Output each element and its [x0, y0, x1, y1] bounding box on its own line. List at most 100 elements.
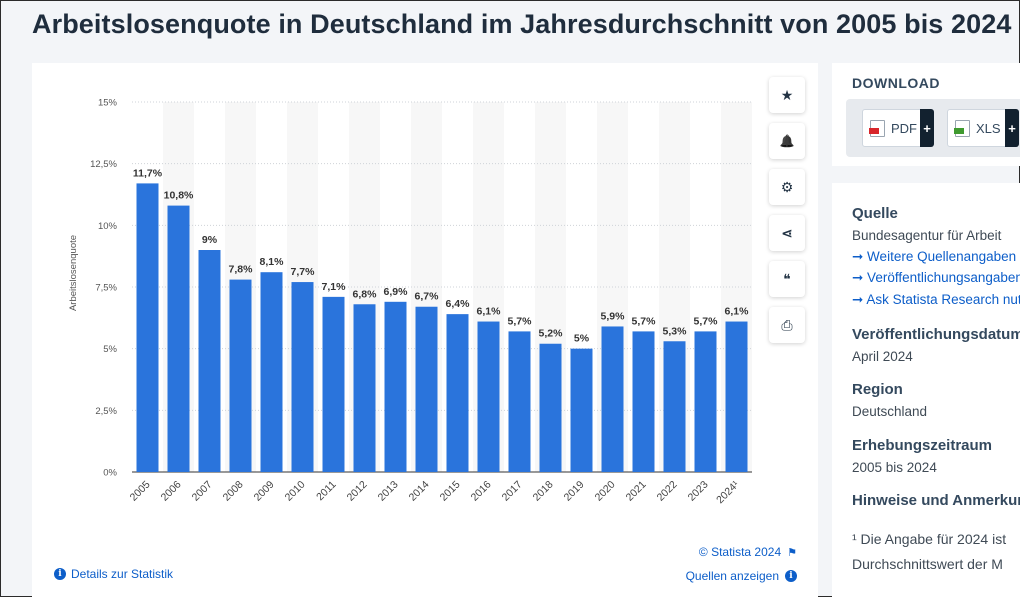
xls-download-button[interactable]: XLS +	[947, 109, 1019, 147]
statistic-info-panel: Quelle Bundesagentur für Arbeit ➞ Weiter…	[832, 183, 1020, 597]
bar-value-label: 5,7%	[508, 315, 533, 327]
bar	[322, 296, 345, 472]
chart-card: 0% 2,5% 5% 7,5% 10% 12,5% 15% Arbeitslosenquote…	[32, 63, 818, 597]
x-tick-label: 2016	[469, 479, 494, 504]
notification-button[interactable]: 🔔	[769, 123, 805, 159]
x-tick-label: 2014	[407, 479, 432, 504]
info-icon: i	[54, 568, 66, 580]
source-heading: Quelle	[852, 205, 898, 222]
y-tick-label: 7,5%	[95, 283, 117, 294]
bar-value-label: 6,7%	[415, 291, 440, 303]
bar-value-label: 5,7%	[632, 315, 657, 327]
share-button[interactable]: ⋖	[769, 215, 805, 251]
region-value: Deutschland	[852, 404, 928, 419]
bar	[384, 301, 407, 472]
y-tick-label: 0%	[103, 468, 117, 479]
bar-value-label: 7,7%	[291, 266, 316, 278]
bar-value-label: 5,3%	[663, 325, 688, 337]
bar-value-label: 6,1%	[725, 306, 750, 318]
bar-value-label: 7,8%	[229, 264, 254, 276]
period-value: 2005 bis 2024	[852, 460, 937, 475]
bar	[415, 306, 438, 472]
more-sources-link[interactable]: ➞ Weitere Quellenangaben	[852, 249, 1017, 264]
publication-info-link[interactable]: ➞ Veröffentlichungsangaben	[852, 270, 1020, 285]
bar	[198, 250, 221, 472]
bar	[136, 183, 159, 472]
cite-button[interactable]: ❝	[769, 261, 805, 297]
details-link[interactable]: i Details zur Statistik	[54, 567, 173, 581]
bar	[601, 326, 624, 472]
bar	[539, 343, 562, 472]
bar-value-label: 6,9%	[384, 286, 409, 298]
bar	[570, 348, 593, 472]
xls-label: XLS	[976, 120, 1001, 136]
bar	[353, 304, 376, 472]
star-icon: ★	[780, 86, 794, 103]
xls-file-icon	[954, 119, 970, 137]
pdf-label: PDF	[891, 120, 917, 136]
x-tick-label: 2008	[221, 479, 246, 504]
bar-chart: 0% 2,5% 5% 7,5% 10% 12,5% 15% Arbeitslosenquote…	[68, 98, 752, 506]
download-panel: DOWNLOAD PDF + XLS +	[832, 63, 1020, 166]
pdf-download-button[interactable]: PDF +	[862, 109, 934, 147]
sources-link[interactable]: Quellen anzeigen i	[686, 569, 797, 583]
x-tick-label: 2015	[438, 479, 463, 504]
details-label: Details zur Statistik	[71, 567, 174, 581]
x-tick-label: 2011	[314, 479, 339, 504]
x-tick-label: 2012	[345, 479, 370, 504]
source-value: Bundesagentur für Arbeit	[852, 228, 1002, 243]
bar-value-label: 11,7%	[133, 167, 163, 179]
bar	[632, 331, 655, 472]
period-heading: Erhebungszeitraum	[852, 437, 993, 454]
bar-value-label: 8,1%	[260, 256, 285, 268]
quote-icon: ❝	[783, 270, 791, 287]
bar-value-label: 6,1%	[477, 306, 502, 318]
bar	[663, 341, 686, 472]
x-tick-label: 2023	[686, 479, 711, 504]
x-tick-label: 2005	[128, 479, 153, 504]
flag-icon: ⚑	[787, 546, 797, 559]
region-heading: Region	[852, 381, 903, 398]
pubdate-value: April 2024	[852, 349, 913, 364]
bar	[229, 279, 252, 472]
y-axis-title: Arbeitslosenquote	[68, 235, 79, 311]
copyright-label: © Statista 2024	[698, 545, 782, 559]
bar	[446, 314, 469, 472]
y-tick-label: 15%	[98, 98, 118, 109]
copyright-link[interactable]: © Statista 2024 ⚑	[699, 545, 797, 559]
print-icon: ⎙	[781, 316, 793, 333]
print-button[interactable]: ⎙	[769, 307, 805, 343]
note-line-2: Durchschnittswert der M	[852, 556, 1003, 572]
settings-button[interactable]: ⚙	[769, 169, 805, 205]
bar	[477, 321, 500, 472]
x-tick-label: 2013	[376, 479, 401, 504]
bar-value-label: 6,8%	[353, 288, 378, 300]
bar	[694, 331, 717, 472]
x-tick-label: 2022	[655, 479, 680, 504]
ask-research-link[interactable]: ➞ Ask Statista Research nutzen	[852, 292, 1020, 307]
x-tick-label: 2009	[252, 479, 277, 504]
x-tick-label: 2017	[500, 479, 525, 504]
bar	[508, 331, 531, 472]
bar	[167, 205, 190, 472]
bar	[291, 282, 314, 472]
y-tick-label: 5%	[103, 344, 117, 355]
bar-value-label: 7,1%	[322, 281, 347, 293]
page-title: Arbeitslosenquote in Deutschland im Jahr…	[32, 9, 1012, 39]
sources-label: Quellen anzeigen	[685, 569, 779, 583]
x-tick-label: 2024¹	[714, 478, 742, 506]
pdf-plus-icon[interactable]: +	[920, 109, 934, 147]
pubdate-heading: Veröffentlichungsdatum	[852, 326, 1020, 343]
favorite-button[interactable]: ★	[769, 77, 805, 113]
gear-icon: ⚙	[780, 178, 794, 195]
y-tick-label: 10%	[98, 221, 118, 232]
info-icon: i	[785, 570, 797, 582]
share-icon: ⋖	[781, 224, 793, 241]
pdf-file-icon	[869, 119, 885, 137]
bar-value-label: 5,9%	[601, 310, 626, 322]
x-tick-label: 2019	[562, 479, 587, 504]
xls-plus-icon[interactable]: +	[1005, 109, 1019, 147]
bar-value-label: 5%	[574, 333, 590, 345]
y-tick-label: 12,5%	[90, 159, 117, 170]
download-well: PDF + XLS +	[846, 99, 1020, 157]
